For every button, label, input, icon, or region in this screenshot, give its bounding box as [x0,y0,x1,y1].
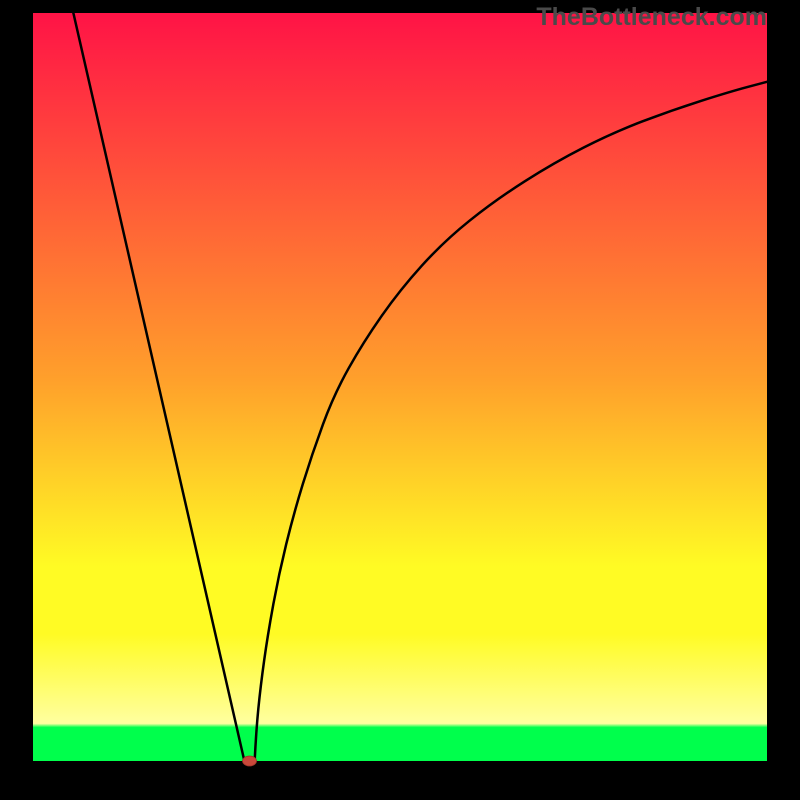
plot-area [33,13,767,761]
watermark-text: TheBottleneck.com [536,3,767,32]
chart-stage: TheBottleneck.com [0,0,800,800]
